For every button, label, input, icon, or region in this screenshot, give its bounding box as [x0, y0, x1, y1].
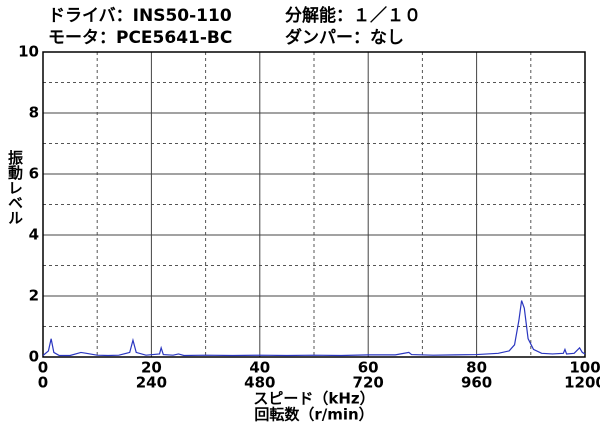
x-tick-label: 0	[38, 359, 48, 377]
x2-tick-label: 720	[353, 374, 384, 392]
x2-tick-label: 480	[244, 374, 275, 392]
x-axis-label: スピード（kHz）	[253, 390, 374, 408]
y-tick-label: 8	[29, 104, 39, 122]
x2-tick-label: 960	[461, 374, 492, 392]
header-text: ドライバ：INS50-110	[48, 6, 232, 26]
x2-tick-label: 240	[136, 374, 167, 392]
x-tick-label: 60	[358, 359, 379, 377]
y-tick-label: 10	[18, 43, 39, 61]
y-tick-label: 0	[29, 348, 39, 366]
header-text: 分解能：１／１０	[285, 5, 421, 26]
plot-frame	[42, 51, 586, 358]
x2-tick-label: 1200	[564, 374, 600, 392]
x-tick-label: 20	[141, 359, 162, 377]
x2-tick-label: 0	[38, 374, 48, 392]
x-tick-label: 100	[569, 359, 600, 377]
x-tick-label: 80	[466, 359, 487, 377]
x2-axis-label: 回転数（r/min）	[254, 406, 373, 424]
header-text: モータ：PCE5641-BC	[48, 28, 232, 48]
y-tick-label: 4	[29, 226, 39, 244]
y-tick-label: 2	[29, 287, 39, 305]
x-tick-label: 40	[249, 359, 270, 377]
data-line	[42, 300, 586, 357]
y-tick-label: 6	[29, 165, 39, 183]
header-text: ダンパー：なし	[285, 27, 404, 48]
y-axis-label: 振動レベル	[6, 149, 24, 225]
